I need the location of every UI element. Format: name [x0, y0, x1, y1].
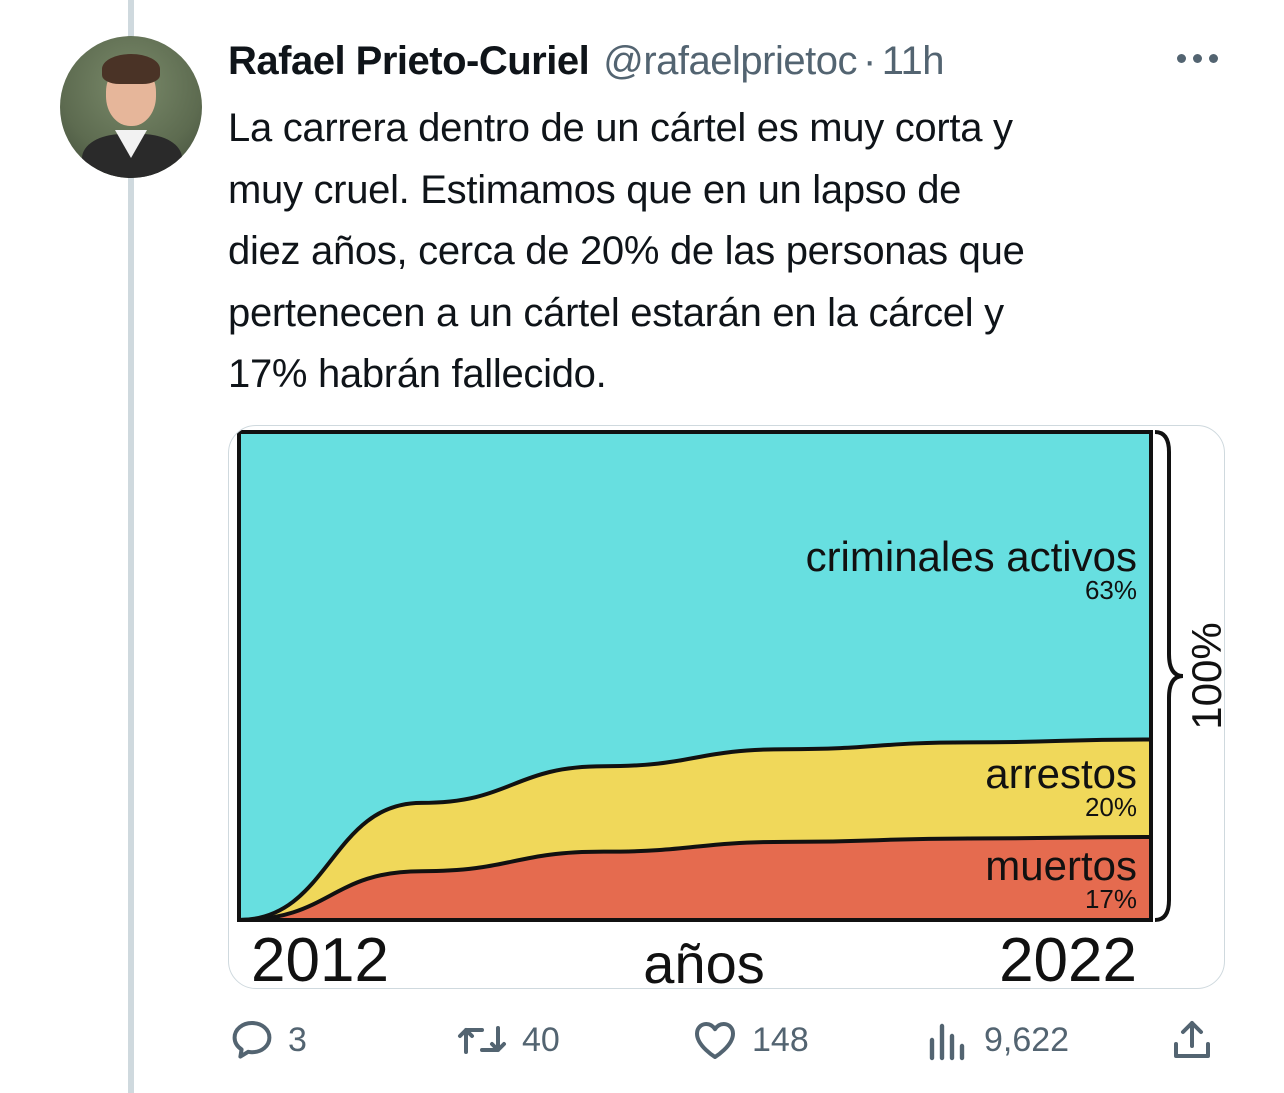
series-label-arrestos: arrestos [985, 750, 1137, 797]
more-icon[interactable] [1172, 46, 1222, 70]
like-button[interactable]: 148 [690, 1012, 809, 1068]
area-muertos [239, 837, 1151, 920]
tweet-header: Rafael Prieto-Curiel @rafaelprietoc · 11… [228, 36, 945, 86]
views-count: 9,622 [984, 1020, 1070, 1059]
right-brace [1154, 430, 1184, 922]
tweet-text-line: 17% habrán fallecido. [228, 352, 607, 396]
like-count: 148 [752, 1020, 809, 1059]
author-name[interactable]: Rafael Prieto-Curiel [228, 38, 590, 83]
series-label-criminales-activos: criminales activos [806, 533, 1137, 580]
tweet-media-chart[interactable]: 100% muertos 17% arrestos 20% criminales acti… [228, 425, 1225, 989]
like-icon [695, 1022, 735, 1059]
tweet-text-line: diez años, cerca de 20% de las personas … [228, 229, 1025, 273]
series-value-criminales-activos: 63% [1085, 575, 1137, 605]
retweet-count: 40 [522, 1020, 560, 1059]
boundary-arrestos [238, 737, 1152, 922]
tweet-actions: 3 40 148 9,622 [228, 1012, 1228, 1068]
series-value-arrestos: 20% [1085, 792, 1137, 822]
views-icon [929, 1023, 965, 1061]
share-button[interactable] [1168, 1012, 1228, 1068]
avatar-hair [102, 54, 160, 84]
retweet-button[interactable]: 40 [454, 1012, 560, 1068]
tweet-text-line: La carrera dentro de un cártel es muy co… [228, 106, 1013, 150]
retweet-icon [458, 1026, 506, 1054]
share-icon [1174, 1021, 1210, 1058]
tweet-text-line: pertenecen a un cártel estarán en la cár… [228, 290, 1004, 335]
author-handle[interactable]: @rafaelprietoc [603, 38, 857, 83]
x-axis-label: años [643, 932, 764, 988]
separator-dot: · [862, 38, 876, 83]
series-value-muertos: 17% [1085, 884, 1137, 914]
tweet-text: La carrera dentro de un cártel es muy co… [228, 98, 1228, 406]
views-button[interactable]: 9,622 [924, 1012, 1069, 1068]
plot-frame [237, 430, 1153, 922]
x-end-label: 2022 [999, 926, 1137, 988]
boundary-muertos [238, 835, 1152, 922]
avatar[interactable] [60, 36, 202, 178]
reply-button[interactable]: 3 [228, 1012, 307, 1068]
x-start-label: 2012 [251, 926, 389, 988]
tweet-time[interactable]: 11h [881, 38, 945, 83]
chart-total-label: 100% [1183, 622, 1224, 729]
thread-line [128, 0, 134, 1093]
reply-count: 3 [288, 1020, 307, 1059]
area-arrestos [239, 739, 1151, 920]
series-label-muertos: muertos [985, 842, 1137, 889]
tweet-text-line: muy cruel. Estimamos que en un lapso de [228, 167, 962, 212]
reply-icon [232, 1021, 272, 1059]
